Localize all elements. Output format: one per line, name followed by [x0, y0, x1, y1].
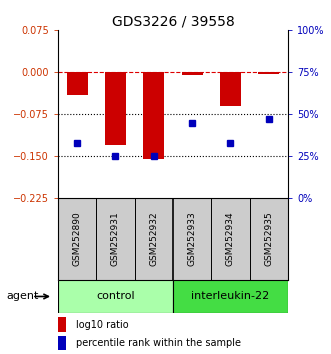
- Bar: [67, 72, 88, 95]
- Text: GSM252933: GSM252933: [188, 212, 197, 266]
- Text: GSM252935: GSM252935: [264, 212, 273, 266]
- Text: GSM252890: GSM252890: [72, 212, 82, 266]
- Bar: [220, 72, 241, 106]
- Bar: [58, 280, 173, 313]
- Bar: [143, 72, 164, 159]
- Bar: [58, 336, 66, 350]
- Text: GSM252932: GSM252932: [149, 212, 158, 266]
- Text: GSM252934: GSM252934: [226, 212, 235, 266]
- Bar: [105, 72, 126, 145]
- Title: GDS3226 / 39558: GDS3226 / 39558: [112, 15, 234, 29]
- Bar: [258, 72, 279, 74]
- Bar: [58, 317, 66, 332]
- Text: control: control: [96, 291, 135, 302]
- Text: GSM252931: GSM252931: [111, 212, 120, 266]
- Text: log10 ratio: log10 ratio: [76, 320, 129, 330]
- Bar: [173, 280, 288, 313]
- Text: agent: agent: [7, 291, 39, 302]
- Bar: [182, 72, 203, 75]
- Text: interleukin-22: interleukin-22: [191, 291, 269, 302]
- Text: percentile rank within the sample: percentile rank within the sample: [76, 338, 241, 348]
